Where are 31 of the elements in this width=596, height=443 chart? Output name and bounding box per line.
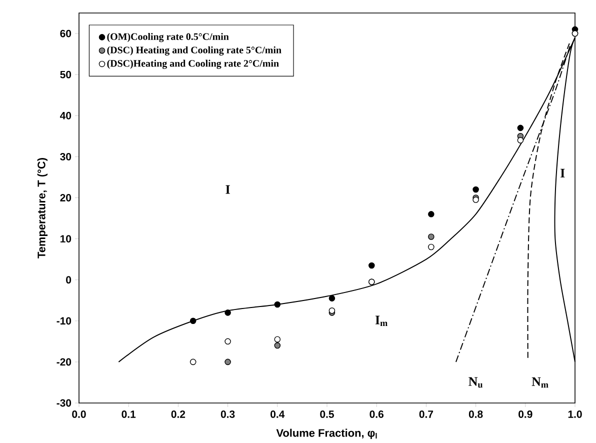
x-tick-label: 0.0 [72, 410, 86, 418]
annotation: N$_{m}$ [532, 377, 548, 388]
y-tick-label: -10 [56, 317, 72, 325]
x-axis-title: Volume Fraction, φ$_{l}$ [276, 428, 377, 439]
y-tick-label: -20 [56, 358, 72, 366]
annotation: N$_{u}$ [468, 377, 483, 388]
y-tick-label: 40 [60, 112, 72, 120]
annotation: I$_{m}$ [375, 316, 388, 326]
x-tick-label: 0.1 [122, 410, 136, 418]
y-tick-label: 0 [66, 276, 72, 284]
y-axis-title: Temperature, T (°C) [37, 158, 48, 258]
annotation: I [226, 185, 230, 194]
y-tick-label: 50 [60, 70, 72, 78]
x-tick-label: 0.4 [270, 410, 285, 418]
x-tick-label: 1.0 [568, 410, 582, 418]
x-tick-label: 0.2 [171, 410, 186, 418]
annotation: I [560, 168, 565, 178]
x-tick-label: 0.6 [370, 410, 384, 418]
x-tick-label: 0.5 [320, 410, 334, 418]
legend-label: (DSC) Heating and Cooling rate 5°C/min [107, 46, 282, 56]
x-tick-label: 0.3 [220, 410, 235, 418]
x-tick-label: 0.9 [518, 410, 532, 418]
y-tick-label: 30 [60, 152, 72, 160]
y-tick-label: 20 [60, 194, 72, 202]
y-tick-label: 60 [60, 30, 72, 38]
x-tick-label: 0.8 [468, 410, 483, 418]
x-tick-label: 0.7 [419, 410, 434, 418]
y-tick-label: -30 [56, 399, 72, 407]
legend-label: (OM)Cooling rate 0.5°C/min [107, 32, 229, 42]
y-tick-label: 10 [60, 235, 72, 242]
legend-label: (DSC)Heating and Cooling rate 2°C/min [107, 60, 279, 69]
